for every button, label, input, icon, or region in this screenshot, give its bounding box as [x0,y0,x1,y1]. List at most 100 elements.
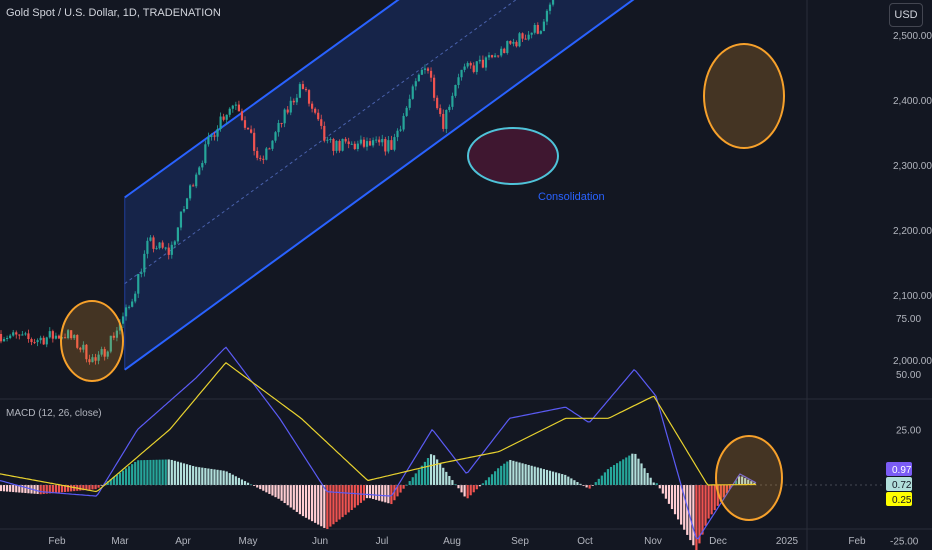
histogram-bar [625,457,628,485]
histogram-bar [503,463,506,485]
signal-line [0,362,756,493]
candle-body [198,167,201,175]
histogram-bar [451,480,454,485]
histogram-bar [365,485,369,499]
histogram-bar [643,468,646,485]
candle-body [381,139,384,143]
time-tick-label: Mar [111,536,129,547]
macd-line-value: 0.72 [892,480,912,491]
highlight-circle-dec [703,43,785,149]
histogram-bar [292,485,295,510]
histogram-bar [512,460,515,485]
histogram-bar [332,485,335,525]
candle-body [167,247,170,255]
histogram-bar [561,474,564,485]
histogram-bar [597,478,600,485]
candle-body [530,32,533,35]
candle-body [73,335,76,339]
candle-body [506,41,509,53]
candle-body [423,68,427,70]
histogram-bar [2,485,6,492]
time-tick-label: Nov [644,536,662,547]
candle-body [109,335,112,352]
histogram-bar [350,485,353,511]
histogram-bar [484,480,488,485]
histogram-bar [423,461,427,485]
histogram-bar [48,485,51,494]
histogram-bar [393,485,396,501]
histogram-bar [387,485,390,504]
histogram-bar [710,485,713,515]
histogram-bar [67,485,70,492]
time-tick-label: Dec [709,536,727,547]
candle-body [246,127,250,130]
candle-body [179,211,183,228]
candle-body [372,140,375,146]
candle-body [2,339,6,342]
candle-body [100,349,103,355]
histogram-bar [274,485,277,498]
candle-body [536,24,539,34]
candle-body [429,70,433,78]
candle-body [289,100,292,113]
candle-body [149,237,152,241]
time-tick-label: 2025 [776,536,799,547]
candle-body [524,38,527,40]
histogram-bar [728,485,732,489]
histogram-bar [585,485,588,488]
candle-body [259,157,262,159]
histogram-bar [692,485,695,546]
histogram-bar [564,474,567,485]
candle-body [207,136,210,145]
candle-body [192,185,195,187]
signal-tag [886,492,912,506]
candle-body [512,41,515,44]
histogram-bar [57,485,61,493]
histogram-bar [750,481,753,485]
histogram-bar [51,485,54,494]
candle-body [545,10,549,22]
candle-body [146,240,149,254]
histogram-bar [280,485,283,501]
candle-body [542,21,545,32]
candle-body [265,148,268,160]
histogram-bar [518,462,521,485]
signal-value: 0.25 [892,495,912,506]
candle-body [219,116,222,130]
candle-body [307,90,311,104]
histogram-bar [573,480,576,485]
histogram-bar [402,485,405,489]
histogram-bar [246,482,250,485]
candle-body [442,113,445,129]
histogram-bar [167,459,170,485]
candle-body [57,335,61,339]
histogram-bar [54,485,57,493]
time-tick-label: Apr [175,536,191,547]
candle-body [204,144,207,164]
time-tick-label: Jul [376,536,389,547]
candle-body [445,109,448,129]
candle-body [466,63,469,67]
histogram-bar [490,474,494,485]
histogram-bar [494,471,497,485]
candle-body [497,55,500,57]
histogram-bar [286,485,289,506]
histogram-bar [378,485,381,501]
histogram-bar [243,481,247,485]
histogram-bar [161,459,164,485]
histogram-bar [12,485,15,493]
candle-body [195,174,198,187]
price-tick-label: 2,400.00 [893,96,932,107]
histogram-bar [356,485,359,506]
histogram-bar [70,485,73,492]
currency-button[interactable]: USD [889,3,923,27]
candle-body [414,81,417,87]
candle-body [494,55,497,58]
candle-body [118,323,122,331]
candle-body [243,120,247,128]
candle-body [12,332,15,336]
histogram-bar [716,485,719,506]
histogram-bar [591,485,594,486]
candle-body [234,104,237,106]
